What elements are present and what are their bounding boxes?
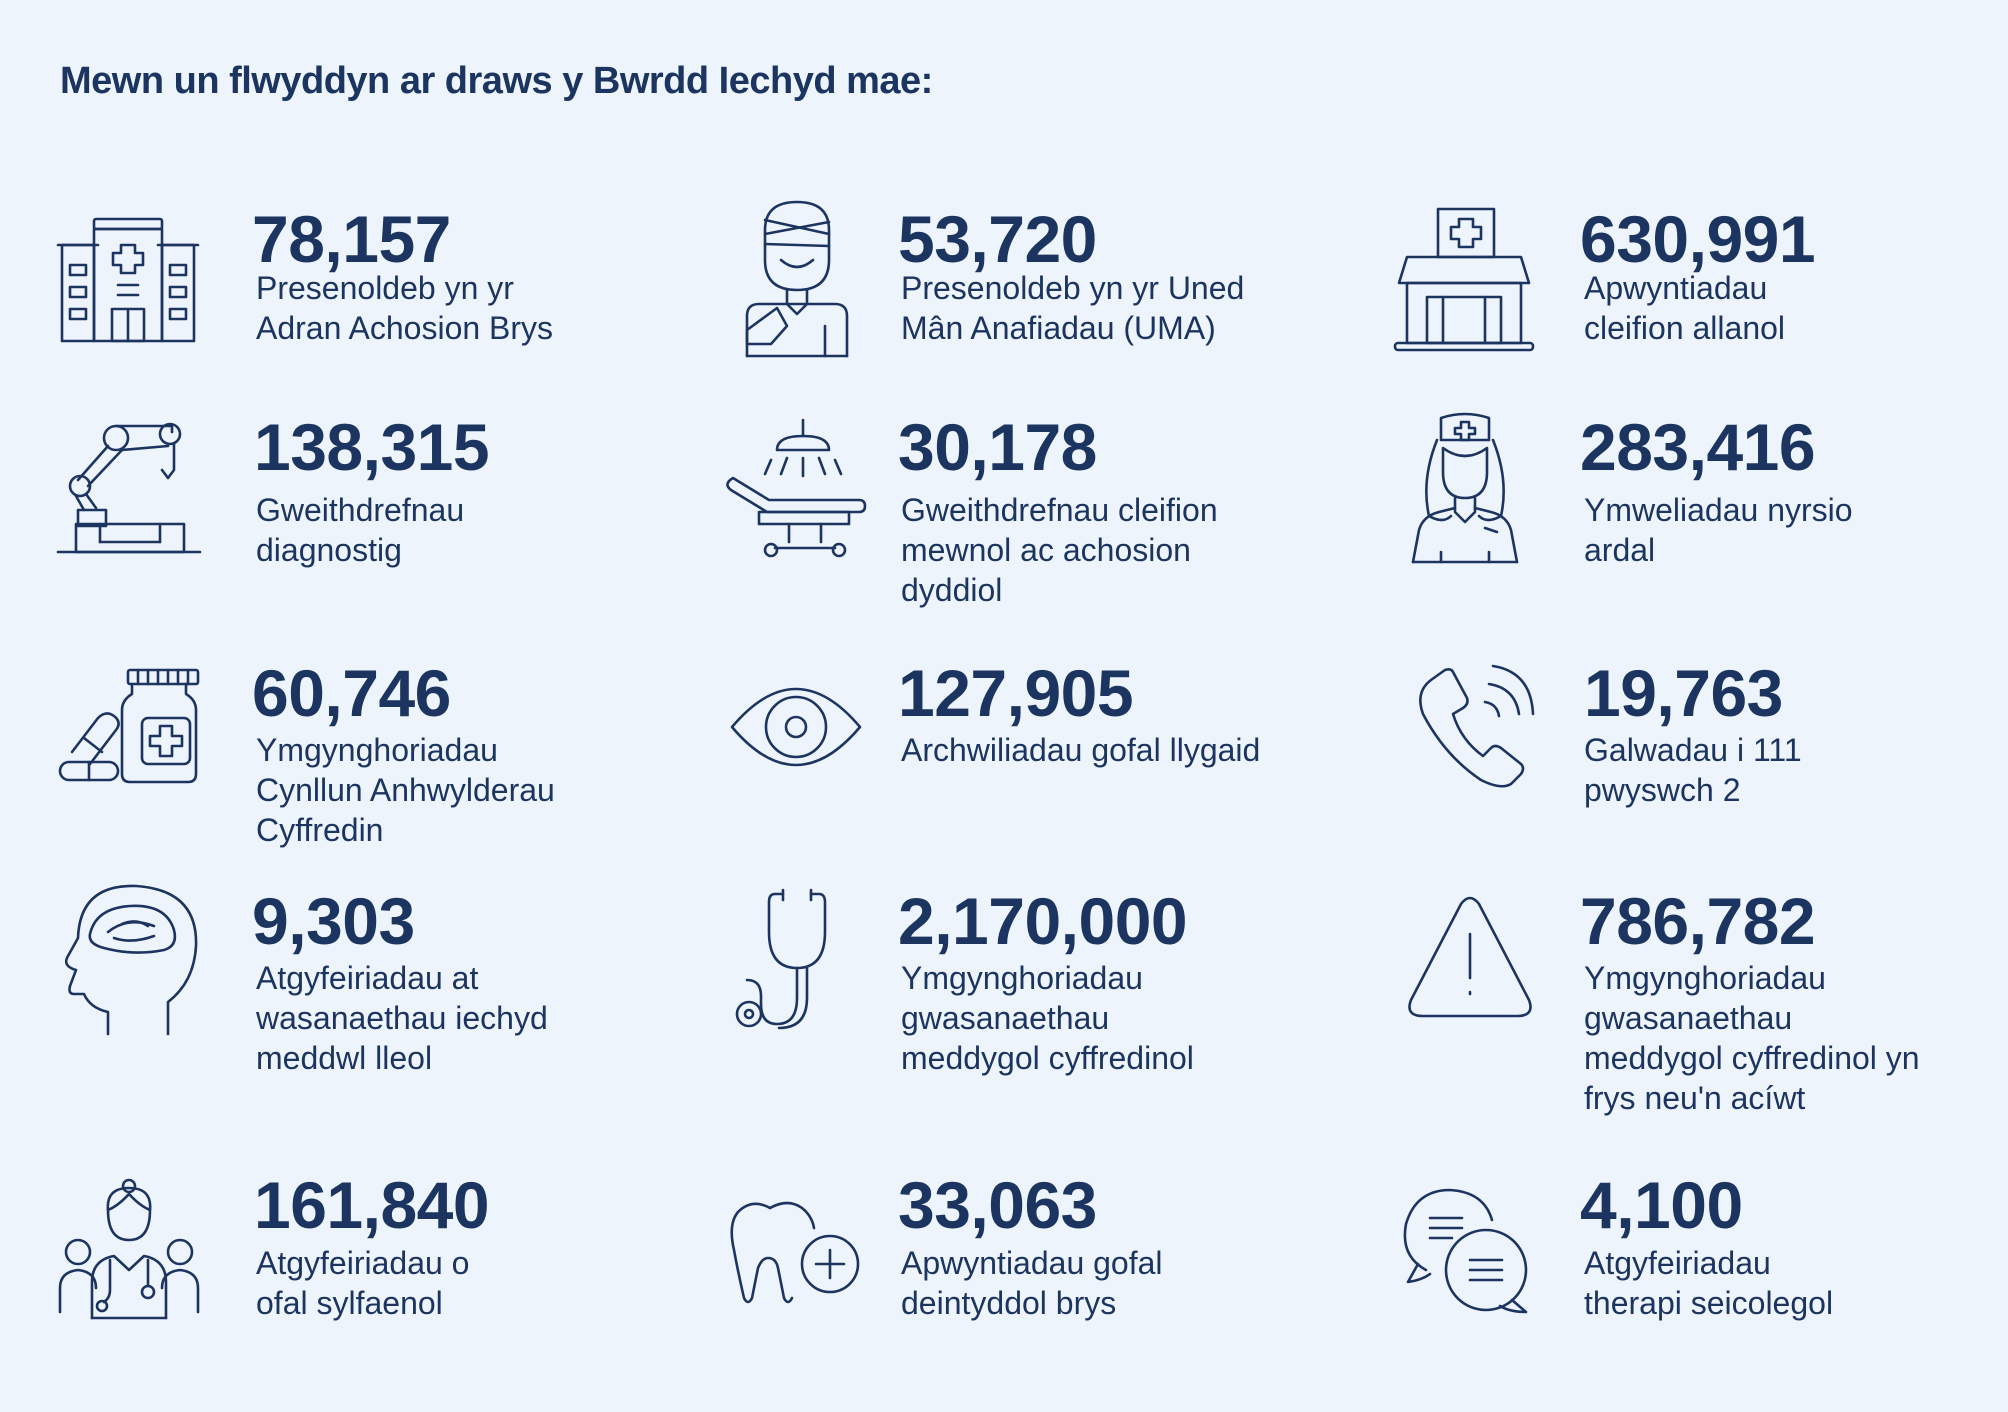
stat-label: Gweithdrefnau diagnostig [256,492,465,568]
stat-label: Ymgynghoriadau Cynllun Anhwylderau Cyffred… [256,732,555,848]
stat-label: Ymweliadau nyrsio ardal [1584,492,1853,568]
stat-value: 127,905 [898,656,1134,730]
stat-value: 53,720 [898,202,1097,276]
stat-label: Apwyntiadau cleifion allanol [1584,270,1786,346]
speech-bubbles-icon [1400,1188,1530,1314]
stat-value: 2,170,000 [898,884,1188,958]
stat-label: Presenoldeb yn yr Uned Mân Anafiadau (UMA… [901,270,1245,346]
stat-value: 9,303 [252,884,415,958]
stat-label: Archwiliadau gofal llygaid [901,732,1261,768]
stat-value: 30,178 [898,410,1097,484]
stat-value: 786,782 [1580,884,1816,958]
stethoscope-icon [735,888,859,1030]
medicine-bottle-icon [58,668,200,784]
stat-value: 19,763 [1584,656,1783,730]
stat-label: Ymgynghoriadau gwasanaethau meddygol cyffr… [901,960,1194,1076]
warning-triangle-icon [1407,896,1533,1022]
operating-table-icon [725,418,867,560]
stat-value: 283,416 [1580,410,1816,484]
stat-value: 60,746 [252,656,451,730]
robotic-arm-icon [56,420,202,556]
care-team-icon [58,1178,200,1320]
hospital-icon [56,215,200,345]
stat-value: 138,315 [254,410,490,484]
stat-value: 33,063 [898,1168,1097,1242]
eye-icon [730,687,862,767]
page-title: Mewn un flwyddyn ar draws y Bwrdd Iechyd… [60,60,933,102]
stat-label: Atgyfeiriadau at wasanaethau iechyd meddwl… [256,960,548,1076]
stat-label: Galwadau i 111 pwyswch 2 [1584,732,1802,808]
nurse-icon [1411,412,1519,564]
stat-value: 78,157 [252,202,451,276]
stat-label: Atgyfeiriadau therapi seicolegol [1584,1245,1834,1321]
head-brain-icon [62,884,198,1036]
stat-label: Apwyntiadau gofal deintyddol brys [901,1245,1163,1321]
stat-label: Presenoldeb yn yr Adran Achosion Brys [256,270,554,346]
stat-label: Ymgynghoriadau gwasanaethau meddygol cyffr… [1584,960,1920,1116]
stat-value: 630,991 [1580,202,1816,276]
injured-person-icon [745,200,850,360]
stat-value: 161,840 [254,1168,490,1242]
tooth-plus-icon [730,1198,860,1304]
stat-label: Gweithdrefnau cleifion mewnol ac achosion… [901,492,1218,608]
stat-value: 4,100 [1580,1168,1743,1242]
stat-label: Atgyfeiriadau o ofal sylfaenol [256,1245,470,1321]
clinic-building-icon [1393,207,1535,352]
phone-icon [1413,664,1535,788]
